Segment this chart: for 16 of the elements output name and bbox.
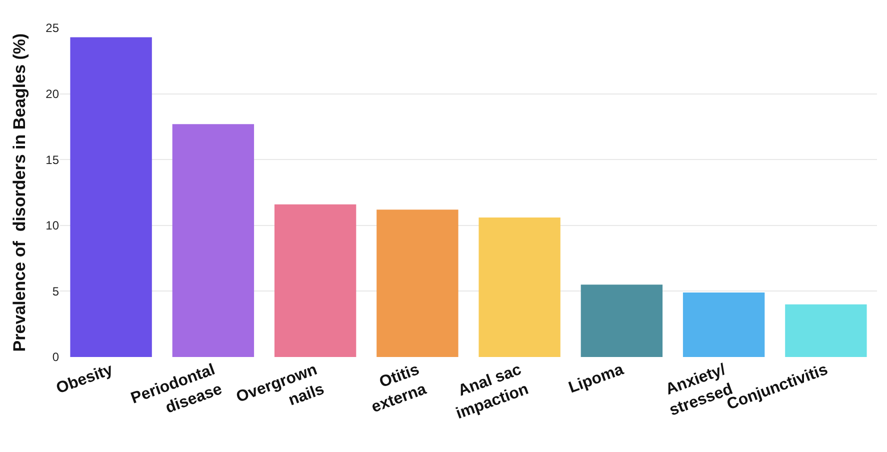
y-tick-label: 20 [46, 87, 60, 101]
bar [70, 37, 152, 357]
bar [580, 284, 663, 357]
x-tick-label: Otitis externa [369, 361, 429, 416]
y-axis-title: Prevalence of disorders in Beagles (%) [10, 33, 30, 352]
bar [478, 218, 560, 357]
y-tick-label: 10 [46, 218, 60, 233]
x-tick-label: Lipoma [566, 361, 626, 397]
bar [376, 210, 458, 357]
y-tick-label: 5 [52, 284, 60, 298]
bar [172, 124, 254, 357]
y-tick-label: 25 [46, 21, 60, 36]
y-tick-label: 15 [46, 152, 60, 167]
bar [274, 204, 356, 357]
bar [785, 304, 867, 357]
bar [682, 292, 765, 357]
